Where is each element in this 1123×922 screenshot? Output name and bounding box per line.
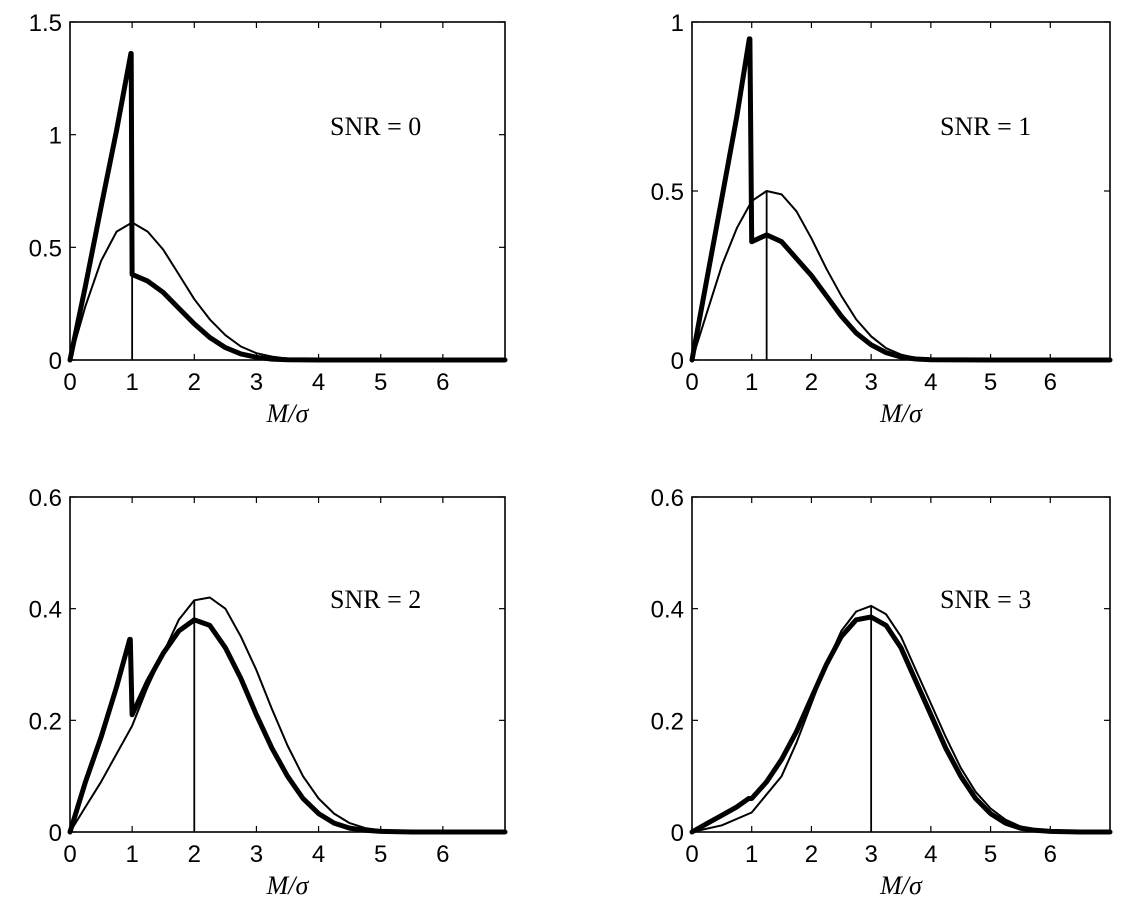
- y-tick-label: 0.5: [29, 235, 62, 262]
- x-tick-label: 4: [312, 841, 325, 868]
- y-tick-label: 0: [49, 348, 62, 375]
- x-tick-label: 0: [685, 841, 698, 868]
- x-tick-label: 1: [125, 841, 138, 868]
- x-tick-label: 3: [864, 369, 877, 396]
- x-tick-label: 5: [374, 369, 387, 396]
- x-tick-label: 6: [1044, 841, 1057, 868]
- thin-curve: [69, 596, 505, 833]
- snr-annotation: SNR = 1: [940, 112, 1031, 141]
- snr-annotation: SNR = 3: [940, 585, 1031, 614]
- x-tick-label: 6: [436, 369, 449, 396]
- x-tick-label: 4: [924, 369, 937, 396]
- panel-3: 0 1 2 3 4 5 6 0 0.2 0.4 0.6 M/σ SNR = 2: [29, 485, 508, 900]
- y-tick-label: 0.6: [651, 485, 684, 512]
- y-tick-label: 0.6: [29, 485, 62, 512]
- y-tick-label: 0: [671, 348, 684, 375]
- x-tick-label: 4: [312, 369, 325, 396]
- x-tick-label: 1: [125, 369, 138, 396]
- x-tick-label: 3: [864, 841, 877, 868]
- thin-curve: [691, 190, 1110, 361]
- y-tick-label: 1.5: [29, 10, 62, 37]
- thick-curve: [689, 36, 1113, 363]
- x-axis-label: M/σ: [879, 871, 923, 900]
- x-tick-label: 3: [250, 841, 263, 868]
- snr-annotation: SNR = 2: [330, 585, 421, 614]
- x-tick-label: 6: [1044, 369, 1057, 396]
- x-tick-label: 5: [984, 841, 997, 868]
- panel-1: 0 1 2 3 4 5 6 0 0.5 1 1.5 M/σ SNR = 0: [29, 10, 508, 428]
- panel-4: 0 1 2 3 4 5 6 0 0.2 0.4 0.6 M/σ SNR = 3: [651, 485, 1113, 900]
- y-tick-label: 0: [49, 820, 62, 847]
- thick-curve: [67, 51, 508, 363]
- x-tick-label: 5: [374, 841, 387, 868]
- thin-curve: [69, 221, 505, 361]
- x-axis-label: M/σ: [879, 399, 923, 428]
- plot-frame: [691, 496, 1111, 833]
- y-tick-label: 1: [49, 123, 62, 150]
- x-tick-label: 2: [805, 841, 818, 868]
- x-tick-label: 6: [436, 841, 449, 868]
- plot-frame: [69, 496, 506, 833]
- x-tick-label: 2: [805, 369, 818, 396]
- x-tick-label: 3: [250, 369, 263, 396]
- x-tick-label: 0: [63, 369, 76, 396]
- x-axis-label: M/σ: [266, 871, 310, 900]
- x-tick-label: 0: [685, 369, 698, 396]
- plot-frame: [69, 21, 506, 361]
- y-tick-label: 0.4: [651, 597, 684, 624]
- x-tick-label: 1: [745, 841, 758, 868]
- x-tick-label: 5: [984, 369, 997, 396]
- x-tick-label: 2: [188, 369, 201, 396]
- x-tick-label: 2: [188, 841, 201, 868]
- y-tick-label: 0.2: [29, 708, 62, 735]
- y-tick-label: 0.2: [651, 708, 684, 735]
- y-tick-label: 0: [671, 820, 684, 847]
- y-tick-label: 0.4: [29, 597, 62, 624]
- thick-curve: [689, 614, 1113, 835]
- x-tick-label: 0: [63, 841, 76, 868]
- x-tick-label: 1: [745, 369, 758, 396]
- y-tick-label: 0.5: [651, 179, 684, 206]
- y-tick-label: 1: [671, 10, 684, 37]
- snr-annotation: SNR = 0: [330, 112, 421, 141]
- plot-frame: [691, 21, 1111, 361]
- panel-2: 0 1 2 3 4 5 6 0 0.5 1 M/σ SNR = 1: [651, 10, 1113, 428]
- thick-curve: [67, 617, 508, 835]
- x-axis-label: M/σ: [266, 399, 310, 428]
- x-tick-label: 4: [924, 841, 937, 868]
